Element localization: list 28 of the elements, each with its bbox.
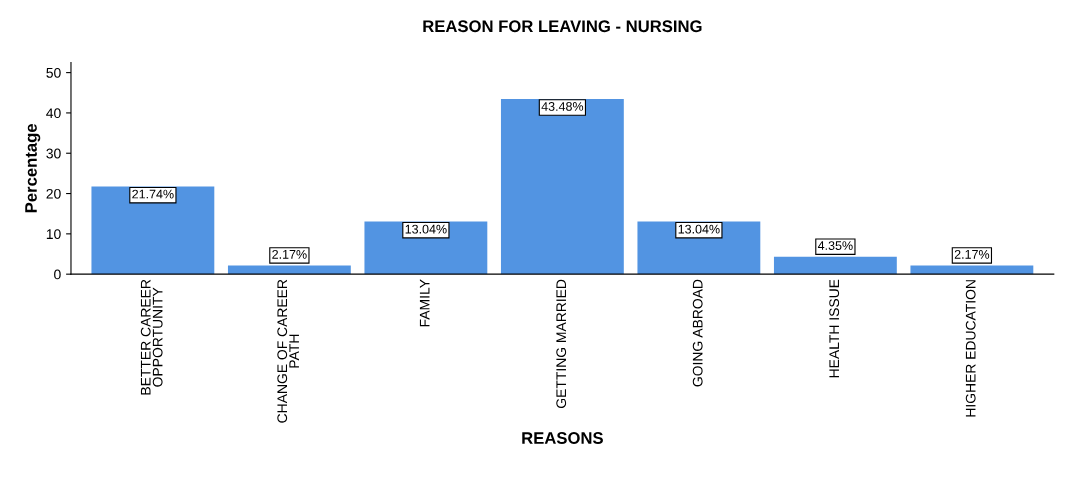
chart-title: REASON FOR LEAVING - NURSING [423,20,702,33]
x-tick-label: BETTER CAREER OPPORTUNITY [140,279,163,395]
y-tick-label: 40 [46,108,61,119]
x-tick-label: GETTING MARRIED [556,279,567,408]
data-label: 2.17% [954,249,990,259]
y-tick-label: 30 [46,148,61,159]
data-label: 43.48% [541,102,584,111]
data-label: 2.17% [272,249,307,259]
x-tick-label: HIGHER EDUCATION [965,280,976,417]
y-tick-label: 20 [46,188,61,199]
bar [91,186,215,275]
x-tick-label: HEALTH ISSUE [829,279,840,378]
data-label: 21.74% [132,189,174,199]
bar [773,256,897,275]
bar [500,98,624,275]
data-label: 13.04% [405,224,447,234]
x-axis-title: REASONS [522,432,603,444]
y-axis-title: Percentage [25,123,41,213]
x-tick-label: FAMILY [419,279,430,327]
y-tick-label: 10 [46,229,61,240]
data-label: 4.35% [817,241,853,250]
y-tick-label: 50 [46,67,61,78]
x-tick-label: GOING ABROAD [692,279,703,387]
data-label: 13.04% [678,224,720,234]
bar [227,265,351,275]
x-tick-label: CHANGE OF CAREER PATH [277,279,299,423]
bar [910,265,1034,275]
y-tick-label: 0 [54,269,61,280]
